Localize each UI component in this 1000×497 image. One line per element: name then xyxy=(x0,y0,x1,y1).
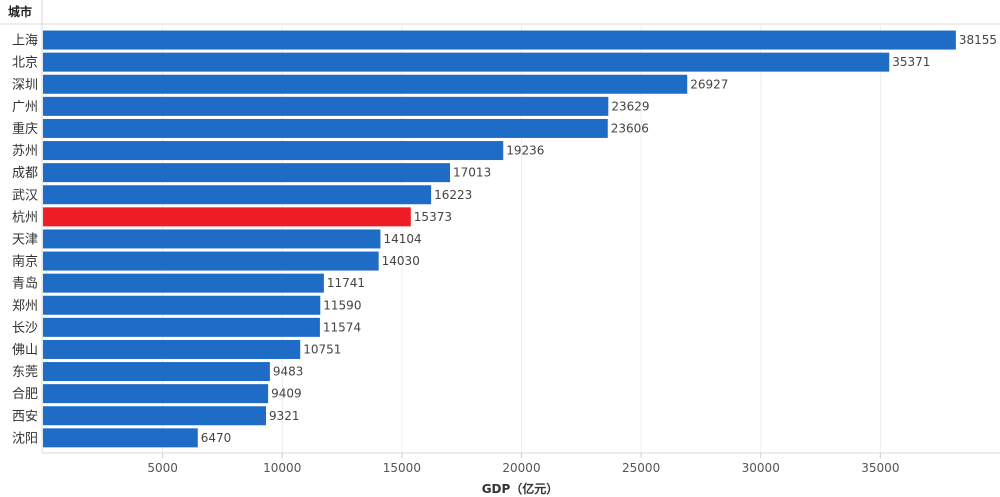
category-label: 郑州 xyxy=(12,299,38,314)
value-label: 11590 xyxy=(323,298,361,312)
value-label: 17013 xyxy=(453,166,491,180)
category-label: 杭州 xyxy=(12,210,38,225)
bar xyxy=(43,30,956,50)
value-label: 23606 xyxy=(611,121,649,135)
value-label: 15373 xyxy=(414,210,452,224)
bar xyxy=(43,428,198,448)
x-tick-label: 35000 xyxy=(861,461,899,475)
category-label: 东莞 xyxy=(12,365,38,380)
value-label: 23629 xyxy=(611,99,649,113)
value-label: 9409 xyxy=(271,387,302,401)
value-label: 14030 xyxy=(382,254,420,268)
x-tick-label: 20000 xyxy=(502,461,540,475)
category-label: 上海 xyxy=(12,34,38,49)
value-label: 19236 xyxy=(506,144,544,158)
x-tick-labels: 5000 10000 15000 20000 25000 30000 35000 xyxy=(147,461,899,475)
value-label: 6470 xyxy=(201,431,232,445)
category-label: 南京 xyxy=(12,254,38,270)
bar xyxy=(43,406,267,426)
category-label: 佛山 xyxy=(12,343,38,358)
bar xyxy=(43,362,270,382)
category-label: 广州 xyxy=(12,100,38,115)
value-label: 11574 xyxy=(323,320,361,334)
category-label: 长沙 xyxy=(12,321,38,336)
category-label: 重庆 xyxy=(12,121,38,137)
bar xyxy=(43,273,324,293)
bar xyxy=(43,384,269,404)
x-tick-label: 15000 xyxy=(383,461,421,475)
x-tick-label: 25000 xyxy=(622,461,660,475)
value-label: 9483 xyxy=(273,365,304,379)
value-label: 16223 xyxy=(434,188,472,202)
value-label: 26927 xyxy=(690,77,728,91)
bar xyxy=(43,141,504,161)
bar xyxy=(43,52,890,72)
bar xyxy=(43,185,432,205)
x-tick-label: 10000 xyxy=(263,461,301,475)
bar xyxy=(43,74,688,94)
category-label: 合肥 xyxy=(12,387,38,402)
value-label: 10751 xyxy=(303,342,341,356)
value-label: 35371 xyxy=(892,55,930,69)
bar xyxy=(43,339,301,359)
bar xyxy=(43,251,379,271)
category-label: 西安 xyxy=(12,409,38,424)
category-label: 武汉 xyxy=(12,188,38,203)
category-label: 深圳 xyxy=(12,78,38,93)
category-label: 沈阳 xyxy=(12,431,38,446)
bar xyxy=(43,118,608,138)
value-labels: 38155 35371 26927 23629 23606 19236 17013 16223… xyxy=(201,33,997,445)
bar xyxy=(43,96,609,116)
category-label: 苏州 xyxy=(12,143,38,159)
value-label: 14104 xyxy=(383,232,421,246)
x-axis-title: GDP（亿元） xyxy=(482,481,559,496)
value-label: 11741 xyxy=(327,276,365,290)
category-label: 成都 xyxy=(12,166,38,181)
bars xyxy=(43,30,956,448)
bar xyxy=(43,163,451,183)
value-label: 38155 xyxy=(959,33,997,47)
category-header: 城市 xyxy=(8,4,32,19)
category-label: 北京 xyxy=(12,56,38,71)
x-tick-label: 5000 xyxy=(147,461,178,475)
bar xyxy=(43,207,411,227)
bar xyxy=(43,317,320,337)
category-label: 青岛 xyxy=(12,276,38,292)
value-label: 9321 xyxy=(269,409,300,423)
bar xyxy=(43,229,381,249)
bar xyxy=(43,295,321,315)
category-label: 天津 xyxy=(12,232,38,247)
x-tick-label: 30000 xyxy=(742,461,780,475)
